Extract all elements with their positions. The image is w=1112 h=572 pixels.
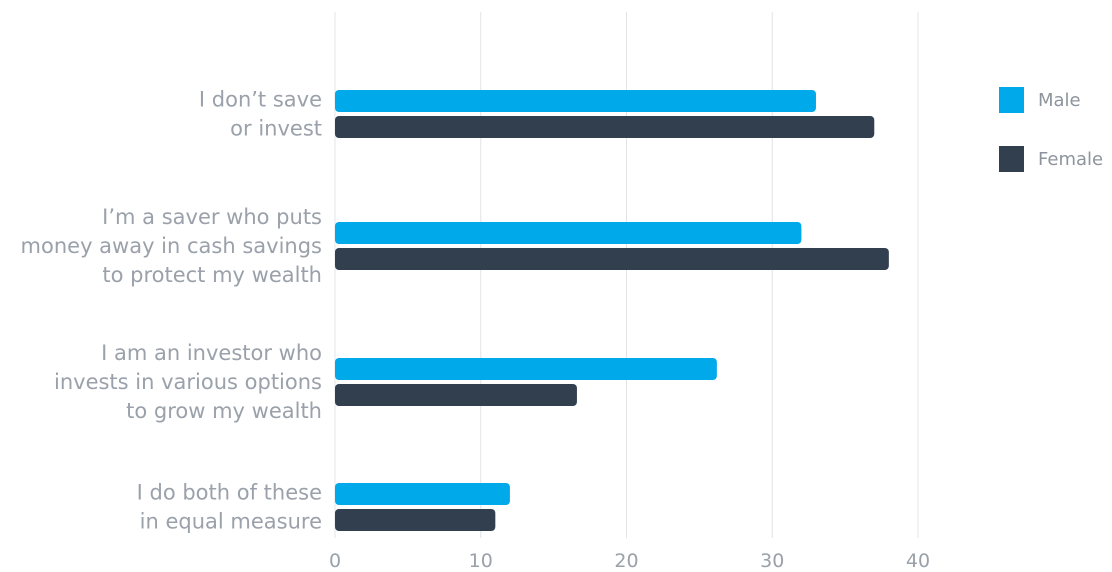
x-tick-label: 10 — [469, 550, 493, 572]
bar-male — [335, 222, 802, 244]
category-label: invests in various options — [54, 370, 322, 394]
bar-female — [335, 248, 889, 270]
x-tick-label: 30 — [760, 550, 784, 572]
category-label: to grow my wealth — [126, 399, 322, 423]
bar-male — [335, 358, 717, 380]
category-label: I’m a saver who puts — [102, 205, 322, 229]
legend-swatch-male — [999, 87, 1024, 113]
bar-female — [335, 116, 875, 138]
legend-label-female: Female — [1038, 149, 1103, 170]
category-label: I am an investor who — [101, 341, 322, 365]
bar-male — [335, 483, 510, 505]
legend-swatch-female — [999, 146, 1024, 172]
bar-female — [335, 384, 577, 406]
x-tick-label: 40 — [906, 550, 930, 572]
category-label: in equal measure — [140, 510, 322, 534]
category-label: money away in cash savings — [21, 234, 322, 258]
category-label: or invest — [230, 117, 322, 141]
bar-male — [335, 90, 816, 112]
bar-female — [335, 509, 496, 531]
category-label: I don’t save — [199, 88, 322, 112]
x-tick-label: 20 — [614, 550, 638, 572]
x-tick-label: 0 — [329, 550, 341, 572]
category-label: I do both of these — [137, 481, 322, 505]
category-label: to protect my wealth — [102, 263, 322, 287]
legend-label-male: Male — [1038, 90, 1081, 111]
